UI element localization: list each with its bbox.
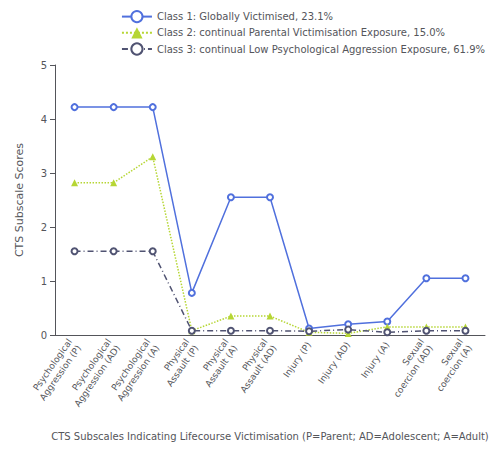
svg-text:Assault (AD): Assault (AD) [238,343,278,394]
svg-text:Physical: Physical [240,337,270,373]
svg-text:Aggression (P): Aggression (P) [38,343,84,402]
svg-text:1: 1 [41,276,47,287]
svg-text:CTS Subscales Indicating Lifec: CTS Subscales Indicating Lifecourse Vict… [51,431,489,442]
svg-text:Psychological: Psychological [31,337,75,393]
svg-text:Aggression (A): Aggression (A) [115,343,161,403]
svg-text:Assault (P): Assault (P) [165,343,201,388]
svg-text:Psychological: Psychological [70,337,114,393]
svg-text:4: 4 [41,114,47,125]
svg-text:Class 3: continual Low Psychol: Class 3: continual Low Psychological Agg… [157,44,485,55]
svg-text:Class 2: continual Parental Vi: Class 2: continual Parental Victimisatio… [157,27,445,38]
svg-text:Aggression (AD): Aggression (AD) [72,343,122,408]
svg-text:Injury (AD): Injury (AD) [316,340,352,386]
svg-text:5: 5 [41,60,47,71]
svg-text:Injury (P): Injury (P) [282,340,314,379]
svg-text:Injury (A): Injury (A) [359,340,391,380]
svg-text:2: 2 [41,222,47,233]
svg-text:0: 0 [41,330,47,341]
svg-text:Physical: Physical [201,337,231,373]
svg-text:3: 3 [41,168,47,179]
svg-text:coercion (A): coercion (A) [435,343,474,393]
svg-text:coercion (AD): coercion (AD) [392,343,435,399]
svg-text:Psychological: Psychological [109,337,153,393]
svg-text:Physical: Physical [162,337,192,373]
svg-text:Assault (A): Assault (A) [203,343,239,389]
svg-text:Sexual: Sexual [400,337,426,368]
svg-text:Class 1: Globally Victimised,: Class 1: Globally Victimised, 23.1% [157,11,333,22]
svg-text:Sexual: Sexual [439,337,465,368]
svg-text:CTS Subscale Scores: CTS Subscale Scores [13,143,26,257]
